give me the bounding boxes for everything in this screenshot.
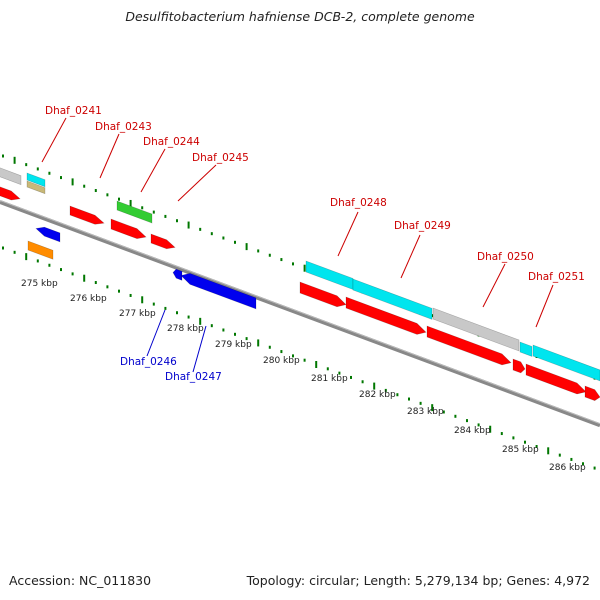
backbone-highlight bbox=[0, 200, 600, 425]
gene-label-top: Dhaf_0241 bbox=[45, 105, 102, 117]
gene-feature bbox=[0, 186, 21, 201]
gene-features bbox=[0, 167, 600, 401]
labels: Dhaf_0241 Dhaf_0243 Dhaf_0244 Dhaf_0245 Dhaf… bbox=[21, 105, 586, 473]
genome-backbone bbox=[0, 200, 600, 428]
gene-label-bottom: Dhaf_0247 bbox=[165, 371, 222, 383]
gene-feature bbox=[299, 281, 347, 308]
gene-feature bbox=[172, 268, 183, 281]
gene-feature bbox=[345, 296, 427, 335]
scale-label: 279 kbp bbox=[215, 340, 252, 350]
gene-feature bbox=[525, 363, 587, 395]
gene-feature bbox=[35, 226, 61, 243]
gene-feature bbox=[519, 341, 533, 357]
label-leader-line bbox=[140, 148, 166, 193]
scale-label: 286 kbp bbox=[549, 463, 586, 473]
map-title: Desulfitobacterium hafniense DCB-2, comp… bbox=[125, 9, 475, 24]
gene-label-top: Dhaf_0248 bbox=[330, 197, 387, 209]
gene-label-top: Dhaf_0243 bbox=[95, 121, 152, 133]
gene-feature bbox=[512, 358, 526, 374]
gene-feature bbox=[305, 260, 354, 290]
label-leader-line bbox=[400, 234, 421, 279]
gene-feature bbox=[352, 278, 433, 320]
genome-info-label: Topology: circular; Length: 5,279,134 bp… bbox=[246, 573, 590, 588]
label-leader-line bbox=[177, 164, 217, 202]
scale-label: 281 kbp bbox=[311, 374, 348, 384]
label-leader-line bbox=[146, 309, 166, 357]
label-leader-line bbox=[192, 325, 207, 373]
gene-feature bbox=[110, 218, 147, 239]
gene-label-top: Dhaf_0250 bbox=[477, 251, 534, 263]
gene-label-top: Dhaf_0249 bbox=[394, 220, 451, 232]
gene-feature bbox=[116, 200, 153, 224]
gene-feature bbox=[432, 307, 520, 352]
scale-label: 278 kbp bbox=[167, 324, 204, 334]
label-leader-line bbox=[482, 263, 506, 308]
gene-label-bottom: Dhaf_0246 bbox=[120, 356, 177, 368]
scale-label: 284 kbp bbox=[454, 426, 491, 436]
scale-label: 283 kbp bbox=[407, 407, 444, 417]
gene-feature bbox=[27, 240, 54, 260]
gene-feature bbox=[180, 273, 257, 310]
scale-label: 277 kbp bbox=[119, 309, 156, 319]
backbone-line bbox=[0, 200, 600, 428]
scale-label: 280 kbp bbox=[263, 356, 300, 366]
scale-label: 282 kbp bbox=[359, 390, 396, 400]
label-lines bbox=[41, 117, 554, 373]
gene-feature bbox=[26, 180, 46, 195]
gene-label-top: Dhaf_0245 bbox=[192, 152, 249, 164]
gene-feature bbox=[69, 205, 105, 225]
gene-feature bbox=[532, 344, 600, 382]
label-leader-line bbox=[99, 133, 120, 179]
gene-feature bbox=[26, 172, 46, 188]
scale-label: 276 kbp bbox=[70, 294, 107, 304]
gene-label-top: Dhaf_0251 bbox=[528, 271, 585, 283]
label-leader-line bbox=[535, 284, 554, 328]
accession-label: Accession: NC_011830 bbox=[9, 573, 152, 588]
gene-feature bbox=[584, 385, 600, 401]
gene-feature bbox=[150, 233, 176, 250]
label-leader-line bbox=[337, 211, 359, 257]
gene-feature bbox=[426, 325, 512, 366]
label-leader-line bbox=[41, 117, 67, 163]
scale-label: 275 kbp bbox=[21, 279, 58, 289]
gene-feature bbox=[0, 167, 22, 186]
gene-label-top: Dhaf_0244 bbox=[143, 136, 200, 148]
scale-label: 285 kbp bbox=[502, 445, 539, 455]
